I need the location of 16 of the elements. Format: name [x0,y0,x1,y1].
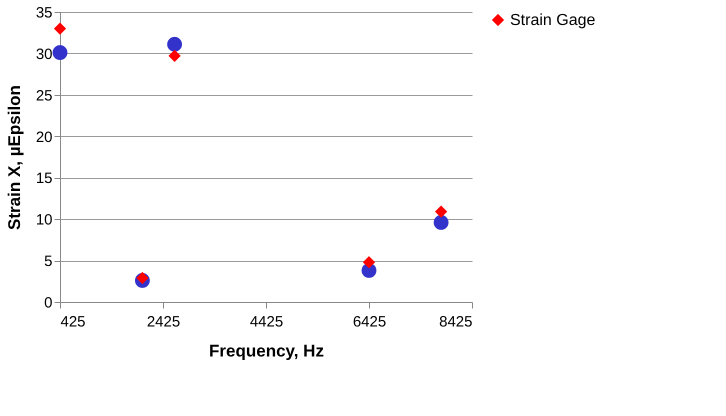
y-tick-label: 20 [36,128,52,146]
x-tick-label: 2425 [146,314,180,330]
x-axis-title: Frequency, Hz [209,342,324,360]
legend-label: Strain Gage [510,12,596,29]
y-tick-label: 15 [36,170,52,188]
y-axis-title: Strain X, µEpsilon [4,85,24,230]
y-tick-label: 25 [36,87,52,104]
y-tick-label: 30 [36,46,52,63]
y-tick-label: 10 [36,212,52,229]
x-tick-label: 6425 [352,314,386,330]
y-tick-label: 5 [44,253,52,270]
y-tick-label: 35 [36,4,52,22]
x-tick-label: 4425 [250,314,284,330]
x-tick-label: 8425 [439,314,472,330]
x-tick-label: 425 [60,314,86,330]
y-tick-label: 0 [44,294,52,312]
